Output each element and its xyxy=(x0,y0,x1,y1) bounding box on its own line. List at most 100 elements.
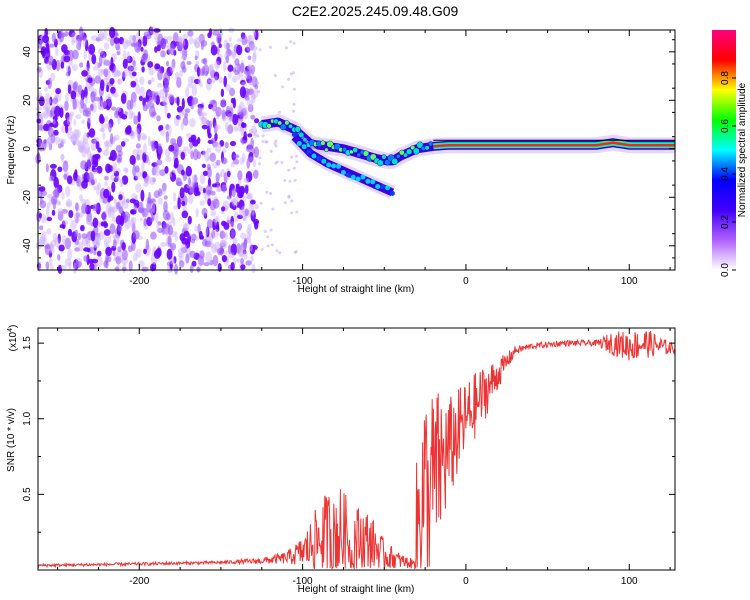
noise-blob xyxy=(103,59,111,66)
noise-blob xyxy=(210,210,217,217)
noise-blob xyxy=(159,169,166,177)
noise-blob xyxy=(48,142,53,151)
lower-branch-point xyxy=(331,163,337,169)
noise-blob xyxy=(141,66,145,73)
ridge-point xyxy=(284,120,290,126)
noise-blob xyxy=(226,170,231,178)
y-tick-label: 0.5 xyxy=(22,487,33,501)
noise-blob xyxy=(60,153,64,163)
noise-blob xyxy=(76,178,81,187)
noise-blob xyxy=(50,169,57,181)
noise-blob xyxy=(295,210,299,214)
noise-blob xyxy=(230,243,238,256)
noise-blob xyxy=(122,38,129,50)
noise-blob xyxy=(81,146,87,158)
noise-blob xyxy=(170,242,177,251)
ridge-core-red xyxy=(433,141,675,148)
noise-blob xyxy=(118,36,125,45)
noise-blob xyxy=(182,33,188,40)
noise-blob xyxy=(159,129,166,136)
noise-blob xyxy=(65,198,73,208)
noise-blob xyxy=(141,266,149,272)
snr-scale-label: (x104) xyxy=(7,325,19,352)
noise-blob xyxy=(49,163,57,169)
noise-blob xyxy=(246,231,251,241)
noise-blob xyxy=(244,106,248,115)
noise-blob xyxy=(47,126,54,138)
spectrogram-ridge xyxy=(255,114,682,199)
noise-blob xyxy=(133,175,138,181)
noise-blob xyxy=(214,241,221,253)
noise-blob xyxy=(194,225,200,232)
noise-blob xyxy=(156,222,160,231)
noise-blob xyxy=(111,106,117,111)
noise-blob xyxy=(103,229,111,236)
noise-blob xyxy=(254,84,259,90)
noise-blob xyxy=(218,76,223,84)
noise-blob xyxy=(216,159,222,165)
noise-blob xyxy=(187,83,194,88)
noise-blob xyxy=(104,181,108,187)
noise-blob xyxy=(223,60,227,72)
noise-blob xyxy=(236,38,244,43)
noise-blob xyxy=(250,199,256,205)
noise-blob xyxy=(230,199,236,204)
noise-blob xyxy=(42,34,50,44)
noise-blob xyxy=(133,115,139,125)
noise-blob xyxy=(246,44,252,52)
noise-blob xyxy=(41,231,47,236)
noise-blob xyxy=(110,174,115,181)
noise-blob xyxy=(181,200,186,207)
noise-blob xyxy=(246,158,250,169)
noise-blob xyxy=(133,205,137,210)
noise-blob xyxy=(197,255,204,266)
noise-blob xyxy=(223,39,228,50)
noise-blob xyxy=(151,166,157,176)
noise-blob xyxy=(195,207,199,218)
noise-blob xyxy=(64,100,69,112)
noise-blob xyxy=(50,243,54,249)
noise-blob xyxy=(161,182,167,192)
noise-blob xyxy=(105,140,110,152)
ridge-point xyxy=(356,152,362,158)
ridge-point xyxy=(320,140,326,146)
noise-blob xyxy=(225,84,232,92)
noise-blob xyxy=(121,114,128,120)
noise-blob xyxy=(239,101,245,112)
noise-blob xyxy=(254,203,259,210)
noise-blob xyxy=(144,104,151,109)
noise-blob xyxy=(275,249,279,253)
noise-blob xyxy=(122,58,128,69)
noise-blob xyxy=(39,196,43,204)
colorbar-tick-label: 0.0 xyxy=(720,263,731,277)
noise-blob xyxy=(231,188,236,198)
noise-blob xyxy=(151,111,157,116)
noise-blob xyxy=(46,136,54,144)
noise-blob xyxy=(84,86,88,99)
noise-blob xyxy=(57,201,62,206)
noise-blob xyxy=(164,104,168,115)
spectrogram-frame xyxy=(37,29,676,271)
noise-blob xyxy=(176,38,183,50)
noise-blob xyxy=(53,105,61,117)
noise-blob xyxy=(157,69,163,81)
noise-blob xyxy=(92,204,99,211)
noise-blob xyxy=(75,114,82,120)
noise-blob xyxy=(77,261,82,268)
noise-blob xyxy=(148,102,155,108)
noise-blob xyxy=(187,76,194,85)
noise-blob xyxy=(143,31,151,38)
noise-blob xyxy=(212,218,219,223)
snr-y-label: SNR (10 * v/v) xyxy=(6,408,17,472)
noise-blob xyxy=(65,92,69,103)
noise-blob xyxy=(91,154,99,165)
noise-blob xyxy=(72,98,77,110)
noise-blob xyxy=(202,239,208,247)
lower-branch-point xyxy=(389,190,395,196)
y-tick-label: 1.5 xyxy=(22,336,33,350)
noise-blob xyxy=(213,71,220,81)
noise-blob xyxy=(180,121,184,131)
noise-blob xyxy=(250,125,257,137)
noise-blob xyxy=(121,242,126,251)
noise-blob xyxy=(246,227,250,234)
